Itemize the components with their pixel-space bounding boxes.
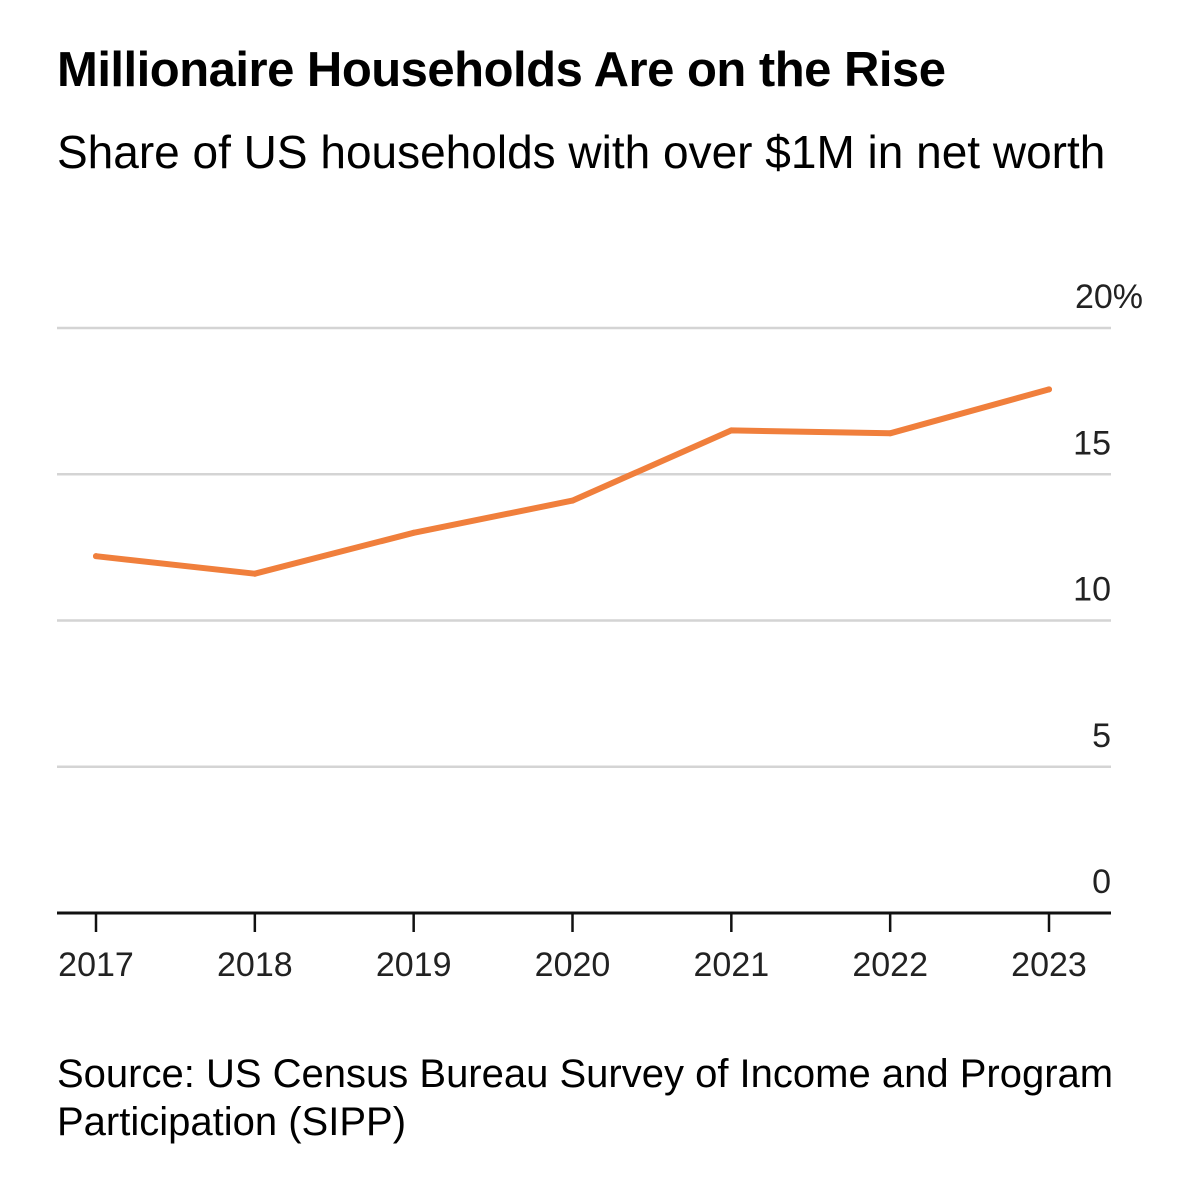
data-point-2022 [887,430,894,437]
y-tick-label-5: 5 [1092,717,1111,755]
chart-title: Millionaire Households Are on the Rise [57,43,946,97]
y-tick-label-15: 15 [1073,424,1111,462]
x-tick-label-2021: 2021 [694,946,770,984]
source-note: Source: US Census Bureau Survey of Incom… [57,1052,1114,1144]
x-tick-label-2018: 2018 [217,946,293,984]
data-point-2017 [93,553,99,560]
series-layer [93,386,1052,577]
x-tick-label-2017: 2017 [58,946,134,984]
y-tick-label-10: 10 [1073,571,1111,609]
chart-subtitle: Share of US households with over $1M in … [57,126,1106,178]
series-line-0 [93,386,1052,577]
y-axis-tick-labels: 0 5 10 15 20% [1073,278,1143,901]
data-point-2019 [410,529,417,536]
gridlines [57,326,1111,768]
y-tick-label-0: 0 [1092,863,1111,901]
x-axis: 2017 2018 2019 2020 2021 2022 2023 [57,911,1111,984]
data-point-2020 [569,497,576,504]
x-tick-label-2019: 2019 [376,946,452,984]
data-point-2023 [1046,386,1052,393]
y-tick-label-20: 20% [1075,278,1143,316]
x-tick-label-2020: 2020 [535,946,611,984]
data-point-2021 [728,427,735,434]
x-tick-label-2023: 2023 [1011,946,1087,984]
x-tick-label-2022: 2022 [852,946,928,984]
data-point-2018 [251,570,258,577]
